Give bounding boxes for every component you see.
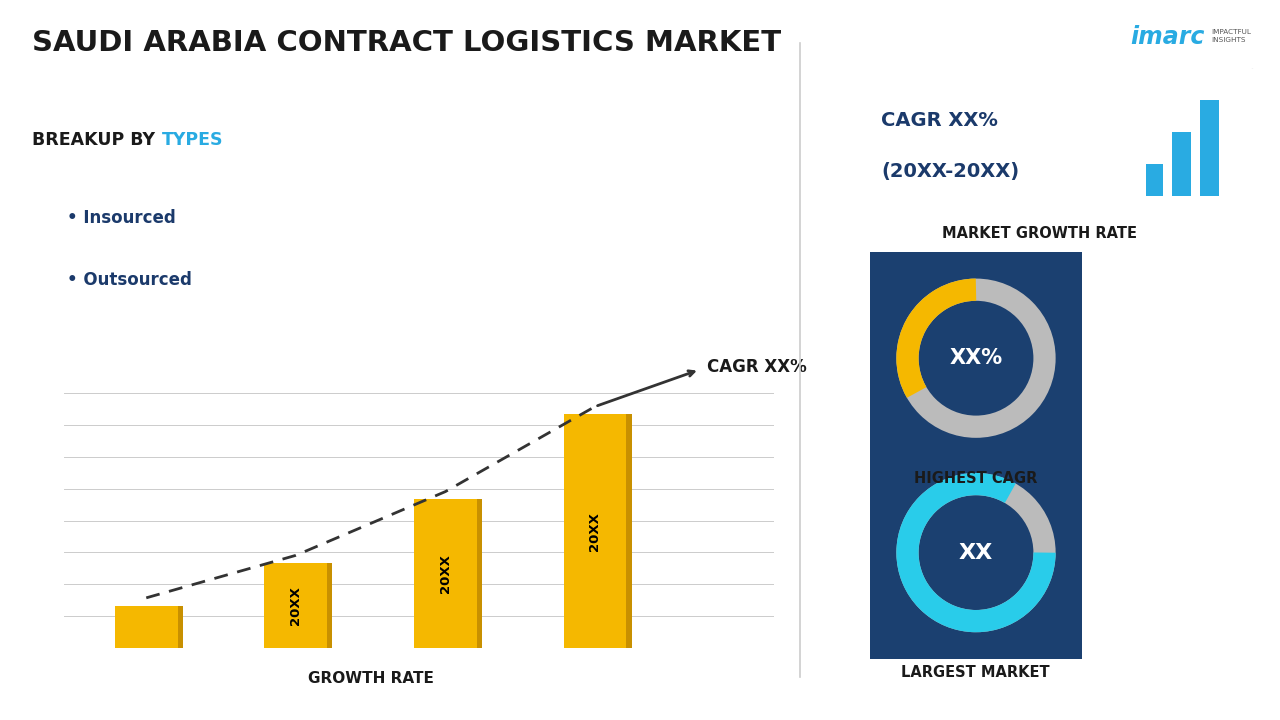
FancyBboxPatch shape [863,439,1089,666]
Bar [120,606,183,648]
Bar [413,499,476,648]
Bar [1172,132,1190,196]
Text: XX%: XX% [950,348,1002,368]
Bar [1201,100,1220,196]
Text: CAGR XX%: CAGR XX% [882,111,998,130]
Text: LARGEST MARKET: LARGEST MARKET [901,665,1050,680]
Text: HIGHEST CAGR: HIGHEST CAGR [914,471,1037,486]
Text: MARKET GROWTH RATE: MARKET GROWTH RATE [942,226,1137,241]
Text: imarc: imarc [1130,25,1204,49]
Text: IMPACTFUL
INSIGHTS: IMPACTFUL INSIGHTS [1211,29,1251,43]
Bar [1144,164,1162,196]
Text: XX: XX [959,543,993,562]
Text: GROWTH RATE: GROWTH RATE [307,671,434,686]
Bar [265,563,328,648]
Bar [270,563,333,648]
Bar [115,606,178,648]
Text: CAGR XX%: CAGR XX% [707,359,806,377]
Text: BREAKUP BY: BREAKUP BY [32,131,161,149]
Text: SAUDI ARABIA CONTRACT LOGISTICS MARKET: SAUDI ARABIA CONTRACT LOGISTICS MARKET [32,29,781,57]
Bar [568,414,631,648]
FancyBboxPatch shape [863,245,1089,472]
Bar [563,414,626,648]
Text: • Outsourced: • Outsourced [68,271,192,289]
Text: 20XX: 20XX [289,586,302,625]
Text: (20XX-20XX): (20XX-20XX) [882,162,1019,181]
Text: 20XX: 20XX [589,512,602,551]
Bar [420,499,483,648]
Text: TYPES: TYPES [161,131,224,149]
Text: 20XX: 20XX [439,554,452,593]
FancyBboxPatch shape [17,161,776,342]
FancyBboxPatch shape [809,67,1267,217]
Text: • Insourced: • Insourced [68,210,177,228]
